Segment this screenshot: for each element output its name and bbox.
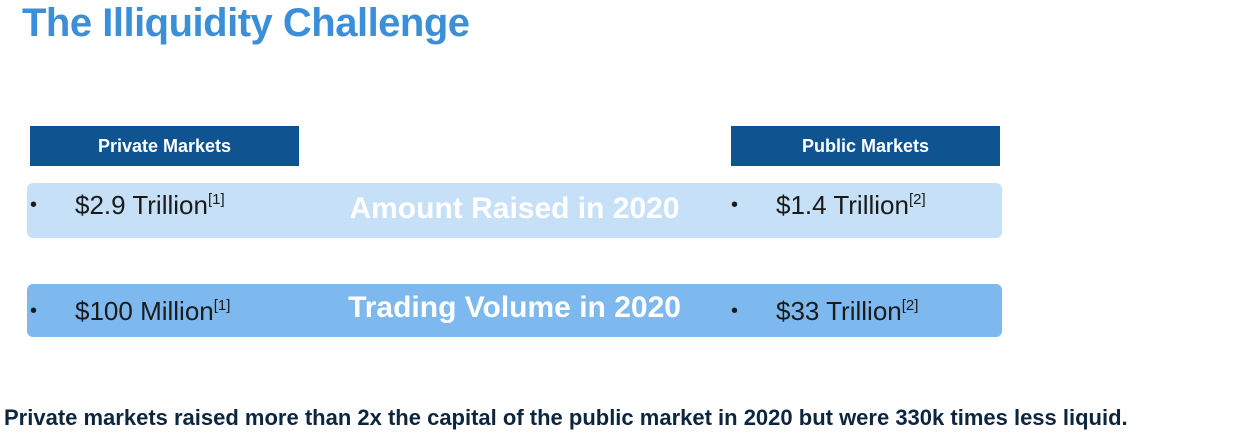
reference: [2] xyxy=(901,297,919,314)
footer: Private markets raised more than 2x the … xyxy=(4,405,1128,430)
public-value: $1.4 Trillion[2] xyxy=(731,190,926,221)
reference: [1] xyxy=(213,297,231,314)
row-label: Amount Raised in 2020 xyxy=(349,192,680,225)
column-header: Private Markets xyxy=(30,126,299,166)
public-value: $33 Trillion[2] xyxy=(731,296,918,327)
value: $100 Million xyxy=(75,296,214,326)
private-value: $100 Million[1] xyxy=(30,296,230,327)
private-value: $2.9 Trillion[1] xyxy=(30,190,225,221)
column-header: Public Markets xyxy=(731,126,1000,166)
value: $1.4 Trillion xyxy=(776,190,909,220)
reference: [1] xyxy=(207,191,225,208)
value: $33 Trillion xyxy=(776,296,902,326)
row-label: Trading Volume in 2020 xyxy=(348,291,681,324)
title: The Illiquidity Challenge xyxy=(22,1,470,45)
reference: [2] xyxy=(908,191,926,208)
value: $2.9 Trillion xyxy=(75,190,208,220)
